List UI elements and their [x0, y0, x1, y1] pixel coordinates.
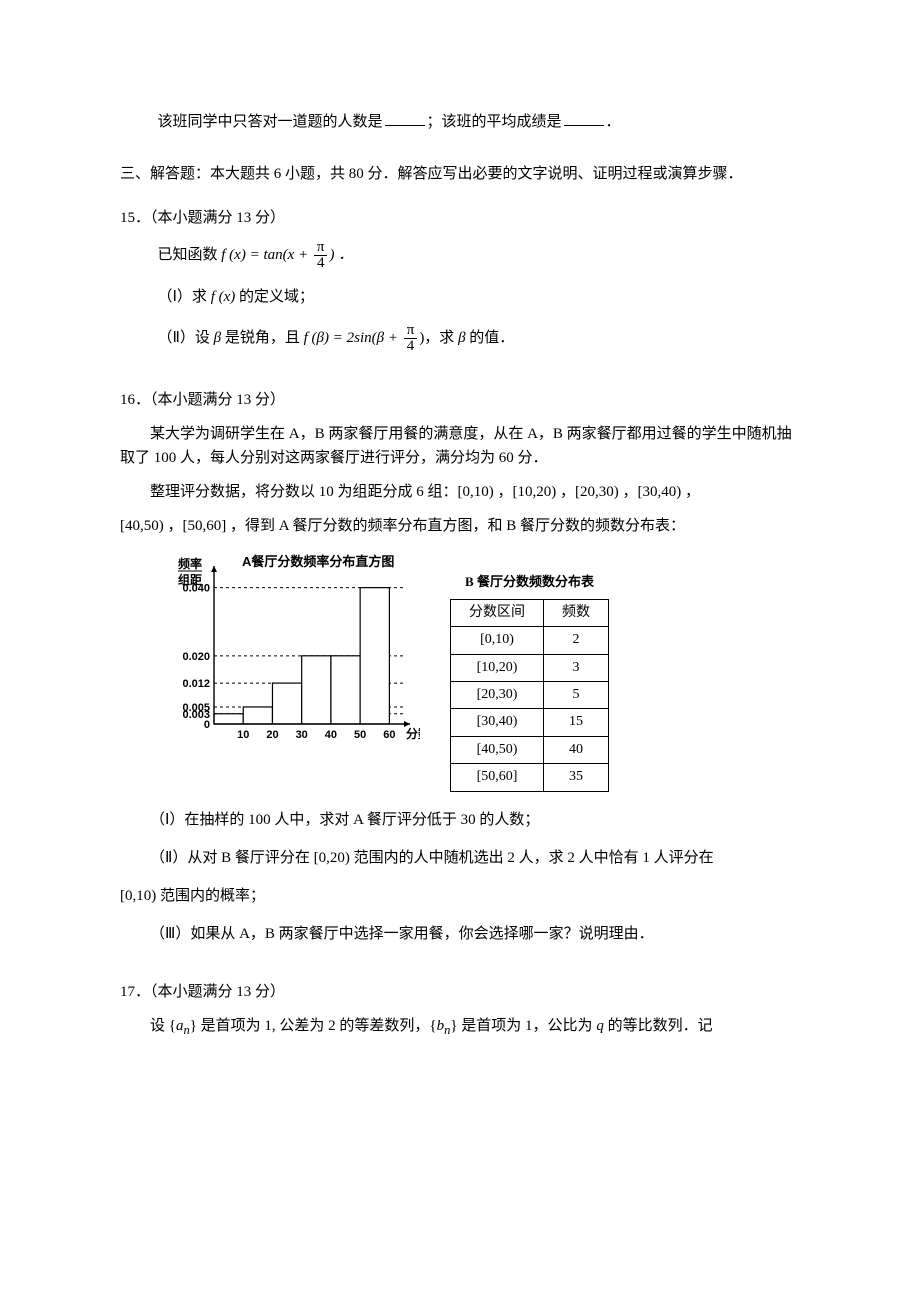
histogram-bar	[331, 656, 360, 724]
table-cell: 40	[544, 736, 609, 763]
math-beta: β	[458, 330, 465, 346]
q16-stem-1: 某大学为调研学生在 A，B 两家餐厅用餐的满意度，从在 A，B 两家餐厅都用过餐…	[120, 422, 800, 470]
table-row: [10,20)3	[451, 654, 609, 681]
q16-part1: （Ⅰ）在抽样的 100 人中，求对 A 餐厅评分低于 30 的人数；	[120, 808, 800, 832]
histogram-bar	[272, 683, 301, 724]
y-tick-label: 0.005	[182, 702, 210, 714]
histogram-bar	[214, 714, 243, 724]
q16-part3: （Ⅲ）如果从 A，B 两家餐厅中选择一家用餐，你会选择哪一家？说明理由．	[120, 922, 800, 946]
histogram-title: A餐厅分数频率分布直方图	[242, 554, 394, 569]
q15-header: 15．（本小题满分 13 分）	[120, 206, 800, 230]
histogram-a: A餐厅分数频率分布直方图频率组距0.0030.0050.0120.0200.04…	[160, 554, 420, 749]
q16-figure-row: A餐厅分数频率分布直方图频率组距0.0030.0050.0120.0200.04…	[160, 554, 800, 792]
table-cell: [40,50)	[451, 736, 544, 763]
fraction-pi-4: π4	[404, 323, 418, 354]
histogram-bar	[360, 588, 389, 724]
q15-part1: （Ⅰ）求 f (x) 的定义域；	[120, 285, 800, 309]
math-beta: β	[214, 330, 221, 346]
text: ．	[606, 114, 621, 130]
freq-table-b: B 餐厅分数频数分布表 分数区间频数 [0,10)2[10,20)3[20,30…	[450, 572, 609, 792]
x-tick-label: 20	[266, 729, 278, 741]
math-eq: f (β) = 2sin(β +	[304, 330, 402, 346]
section-3-heading: 三、解答题：本大题共 6 小题，共 80 分．解答应写出必要的文字说明、证明过程…	[120, 162, 800, 186]
q16-part2a: （Ⅱ）从对 B 餐厅评分在 [0,20) 范围内的人中随机选出 2 人，求 2 …	[120, 846, 800, 870]
table-row: [50,60]35	[451, 764, 609, 791]
math-fx: f (x)	[211, 289, 236, 305]
seq-bn: bn	[437, 1018, 451, 1034]
table-header-cell: 分数区间	[451, 599, 544, 626]
table-cell: 15	[544, 709, 609, 736]
table-row: [0,10)2	[451, 627, 609, 654]
text: )，求	[419, 330, 458, 346]
text: } 是首项为 1，公比为	[450, 1018, 596, 1034]
table-row: [40,50)40	[451, 736, 609, 763]
var-q: q	[596, 1018, 604, 1034]
table-caption: B 餐厅分数频数分布表	[450, 572, 609, 599]
text: 是锐角，且	[221, 330, 304, 346]
table-cell: 3	[544, 654, 609, 681]
math-close: ) ．	[329, 247, 353, 263]
text: 该班同学中只答对一道题的人数是	[158, 114, 383, 130]
fraction-pi-4: π4	[314, 240, 328, 271]
table-cell: [50,60]	[451, 764, 544, 791]
text: （Ⅱ）设	[158, 330, 214, 346]
text: } 是首项为 1, 公差为 2 的等差数列，{	[190, 1018, 437, 1034]
x-tick-label: 10	[237, 729, 249, 741]
text: （Ⅰ）求	[158, 289, 211, 305]
text: 的定义域；	[235, 289, 314, 305]
q17-stem: 设 {an} 是首项为 1, 公差为 2 的等差数列，{bn} 是首项为 1，公…	[120, 1014, 800, 1040]
text: 的值．	[466, 330, 515, 346]
text: 已知函数	[158, 247, 222, 263]
y-tick-label: 0.012	[182, 678, 210, 690]
q16-header: 16．（本小题满分 13 分）	[120, 388, 800, 412]
x-axis-label: 分数	[406, 726, 420, 741]
x-tick-label: 60	[383, 729, 395, 741]
text: ；该班的平均成绩是	[427, 114, 562, 130]
table-row: [30,40)15	[451, 709, 609, 736]
table-cell: [10,20)	[451, 654, 544, 681]
q15-stem: 已知函数 f (x) = tan(x + π4) ．	[120, 240, 800, 271]
x-tick-label: 30	[296, 729, 308, 741]
y-axis-label-top: 频率	[178, 556, 202, 571]
table-header-cell: 频数	[544, 599, 609, 626]
origin-label: 0	[204, 719, 210, 731]
x-tick-label: 40	[325, 729, 337, 741]
histogram-bar	[243, 707, 272, 724]
table-cell: [20,30)	[451, 681, 544, 708]
text: 的等比数列．记	[604, 1018, 713, 1034]
table-cell: 2	[544, 627, 609, 654]
y-tick-label: 0.020	[182, 651, 210, 663]
q16-stem-3: [40,50) ，[50,60] ，得到 A 餐厅分数的频率分布直方图，和 B …	[120, 514, 800, 538]
y-tick-label: 0.040	[182, 583, 210, 595]
table-row: [20,30)5	[451, 681, 609, 708]
table-cell: 35	[544, 764, 609, 791]
x-tick-label: 50	[354, 729, 366, 741]
q17-header: 17．（本小题满分 13 分）	[120, 980, 800, 1004]
math-fx: f (x) = tan(x +	[221, 247, 312, 263]
table-cell: [0,10)	[451, 627, 544, 654]
q16-stem-2: 整理评分数据，将分数以 10 为组距分成 6 组：[0,10) ，[10,20)…	[120, 480, 800, 504]
histogram-bar	[302, 656, 331, 724]
table-cell: 5	[544, 681, 609, 708]
q14-fragment: 该班同学中只答对一道题的人数是 ；该班的平均成绩是 ．	[120, 110, 800, 134]
blank-1	[385, 111, 425, 126]
q16-part2b: [0,10) 范围内的概率；	[120, 884, 800, 908]
y-axis-arrow-icon	[211, 566, 217, 572]
q15-part2: （Ⅱ）设 β 是锐角，且 f (β) = 2sin(β + π4)，求 β 的值…	[120, 323, 800, 354]
blank-2	[564, 111, 604, 126]
seq-an: an	[176, 1018, 190, 1034]
text: 设 {	[150, 1018, 176, 1034]
table-cell: [30,40)	[451, 709, 544, 736]
